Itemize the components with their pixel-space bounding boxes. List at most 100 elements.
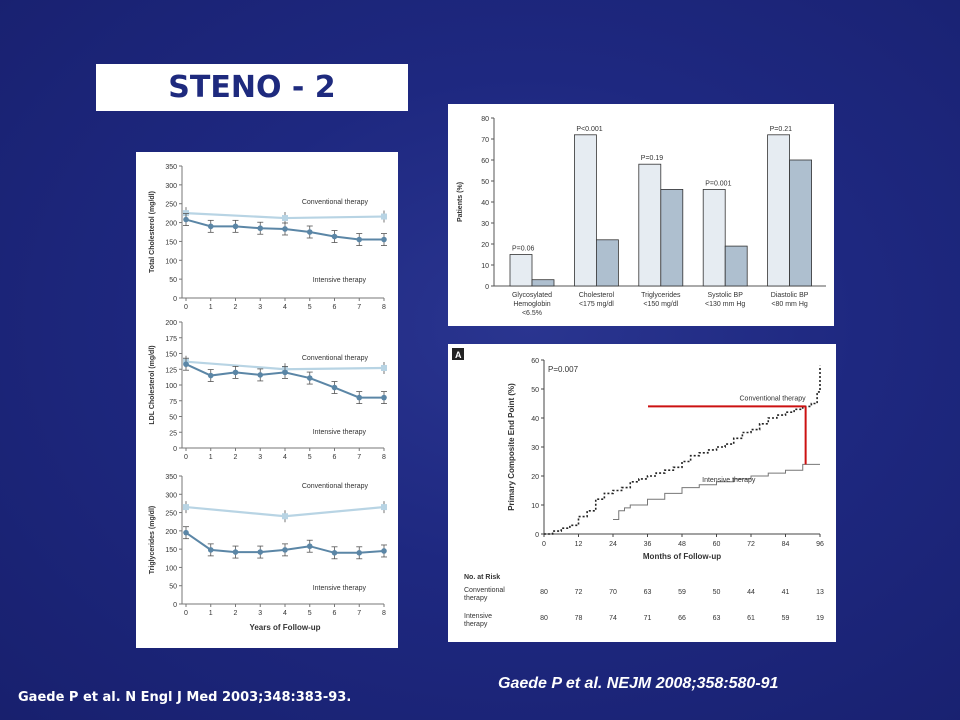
y-tick-label: 25: [169, 430, 177, 437]
bar-conventional: [574, 134, 597, 287]
conventional-therapy-label: Conventional therapy: [302, 483, 369, 490]
intensive-point: [207, 547, 214, 553]
y-tick-label: 10: [531, 503, 539, 510]
y-tick-label: 150: [165, 547, 177, 554]
x-tick-label: 12: [575, 541, 583, 548]
p-value-label: P=0.06: [512, 246, 534, 253]
category-label: Cholesterol: [579, 292, 615, 299]
intensive-point: [183, 216, 189, 223]
x-tick-label: 4: [283, 454, 287, 461]
y-tick-label: 30: [531, 445, 539, 452]
conventional-point: [381, 504, 387, 511]
y-tick-label: 0: [535, 532, 539, 539]
intensive-point: [306, 375, 313, 381]
y-tick-label: 100: [165, 565, 177, 572]
y-tick-label: 150: [165, 239, 177, 246]
category-label: <175 mg/dl: [579, 301, 614, 308]
conventional-point: [183, 210, 189, 217]
y-tick-label: 200: [165, 221, 177, 228]
conventional-point: [381, 364, 387, 371]
x-tick-label: 3: [258, 610, 262, 617]
risk-value: 19: [816, 615, 824, 622]
lipid-charts-panel: 0 50 100 150 200 250 300 350 0 1 2 3 4 5 6 7 8 Total Chol…: [136, 152, 398, 648]
x-tick-label: 6: [333, 610, 337, 617]
y-axis-label: Primary Composite End Point (%): [507, 383, 516, 511]
y-tick-label: 80: [481, 116, 489, 123]
intensive-therapy-label: Intensive therapy: [702, 477, 756, 484]
y-tick-label: 50: [169, 277, 177, 284]
category-label: Systolic BP: [707, 292, 743, 299]
targets-bar-chart-svg: 0 10 20 30 40 50 60 70 80 Patients (%) P=0.06 Glyco…: [457, 116, 826, 317]
intensive-point: [356, 550, 363, 556]
risk-value: 74: [609, 615, 617, 622]
y-tick-label: 50: [169, 415, 177, 422]
x-tick-label: 0: [184, 610, 188, 617]
y-tick-label: 10: [481, 263, 489, 270]
category-label: Diastolic BP: [771, 292, 809, 299]
intensive-point: [331, 550, 338, 556]
x-tick-label: 7: [357, 304, 361, 311]
risk-value: 63: [644, 589, 652, 596]
y-tick-label: 250: [165, 202, 177, 209]
y-axis-label: Triglycerides (mg/dl): [149, 506, 156, 574]
bar-conventional: [638, 163, 662, 287]
risk-table-header: No. at Risk: [464, 574, 500, 581]
y-tick-label: 20: [531, 474, 539, 481]
intensive-point: [356, 236, 363, 243]
x-tick-label: 2: [234, 304, 238, 311]
x-tick-label: 0: [542, 541, 546, 548]
x-tick-label: 4: [283, 610, 287, 617]
x-tick-label: 2: [234, 454, 238, 461]
x-tick-label: 4: [283, 304, 287, 311]
bar-intensive: [660, 189, 684, 287]
y-tick-label: 150: [165, 352, 177, 359]
risk-value: 78: [575, 615, 583, 622]
intensive-point: [282, 369, 288, 376]
lipid-chart-1: 0 50 100 150 200 250 300 350 0 1 2 3 4 5 6 7 8 Total Chol…: [149, 164, 387, 311]
conventional-point: [282, 215, 288, 222]
y-tick-label: 70: [481, 137, 489, 144]
y-tick-label: 200: [165, 529, 177, 536]
x-tick-label: 96: [816, 541, 824, 548]
x-tick-label: 0: [184, 454, 188, 461]
y-tick-label: 0: [173, 446, 177, 453]
risk-value: 71: [644, 615, 652, 622]
y-axis-label: Patients (%): [457, 182, 464, 222]
conventional-point: [183, 504, 189, 511]
x-tick-label: 1: [209, 610, 213, 617]
lipid-chart-3: 0 50 100 150 200 250 300 350 0 1 2 3 4 5 6 7 8 Triglyceri…: [149, 474, 387, 632]
x-tick-label: 72: [747, 541, 755, 548]
y-tick-label: 50: [481, 179, 489, 186]
intensive-point: [381, 548, 387, 554]
x-axis-label: Years of Follow-up: [249, 623, 320, 632]
x-tick-label: 0: [184, 304, 188, 311]
category-label: <130 mm Hg: [705, 301, 745, 308]
slide-title: STENO - 2: [96, 64, 408, 111]
intensive-point: [282, 547, 288, 553]
risk-value: 70: [609, 589, 617, 596]
bar-intensive: [531, 279, 555, 287]
x-tick-label: 1: [209, 454, 213, 461]
x-tick-label: 2: [234, 610, 238, 617]
risk-value: 66: [678, 615, 686, 622]
intensive-point: [282, 226, 288, 232]
x-tick-label: 5: [308, 610, 312, 617]
intensive-step-line: [613, 463, 820, 520]
x-tick-label: 8: [382, 454, 386, 461]
y-tick-label: 20: [481, 242, 489, 249]
intensive-point: [183, 361, 189, 368]
conventional-point: [381, 213, 387, 220]
intensive-point: [183, 529, 189, 536]
y-tick-label: 75: [169, 399, 177, 406]
x-tick-label: 36: [644, 541, 652, 548]
risk-value: 59: [782, 615, 790, 622]
risk-value: 80: [540, 589, 548, 596]
citation-nejm-2008: Gaede P et al. NEJM 2008;358:580-91: [498, 675, 779, 692]
y-tick-label: 0: [173, 602, 177, 609]
intensive-point: [232, 549, 239, 555]
intensive-point: [257, 549, 264, 555]
risk-row-label: therapy: [464, 621, 488, 628]
y-axis-label: LDL Cholesterol (mg/dl): [149, 345, 156, 424]
y-tick-label: 40: [481, 200, 489, 207]
